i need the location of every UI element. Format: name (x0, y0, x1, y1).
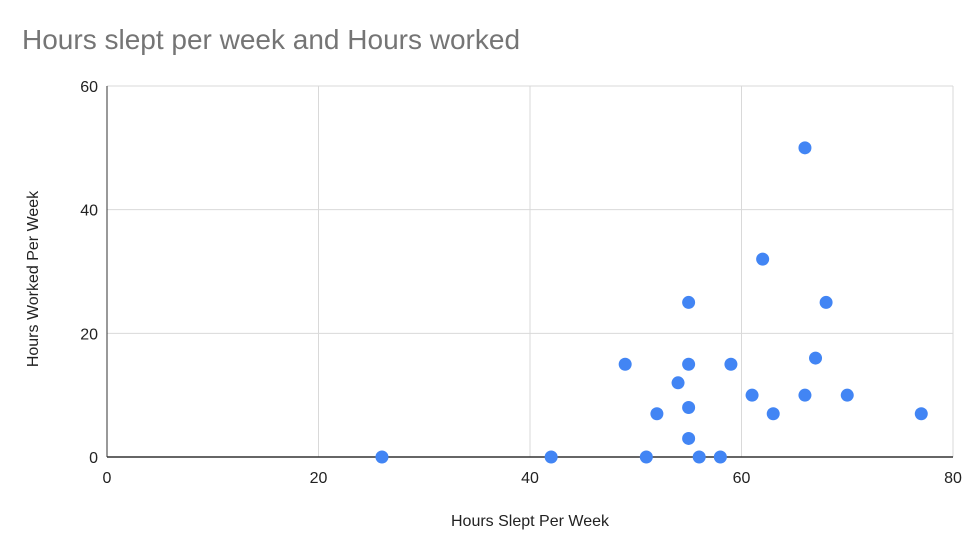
y-tick-label: 0 (89, 450, 98, 467)
y-tick-label: 20 (80, 326, 98, 343)
data-point (809, 351, 823, 365)
data-point (819, 295, 833, 309)
data-point (639, 450, 653, 464)
data-point (682, 357, 696, 371)
data-point (682, 295, 696, 309)
data-point (756, 252, 770, 266)
data-point (682, 401, 696, 415)
y-tick-label: 40 (80, 203, 98, 220)
tick-labels: 0 20 40 60 80 0 20 40 60 (80, 79, 962, 487)
data-point (798, 141, 812, 155)
data-point (682, 431, 696, 445)
data-point (375, 450, 389, 464)
x-tick-label: 20 (310, 470, 328, 487)
y-tick-label: 60 (80, 79, 98, 96)
data-point (713, 450, 727, 464)
x-tick-label: 60 (733, 470, 751, 487)
grid-lines (107, 85, 954, 457)
axes (106, 86, 953, 458)
data-point (914, 407, 928, 421)
x-tick-label: 80 (944, 470, 962, 487)
data-point (798, 388, 812, 402)
data-point (724, 357, 738, 371)
data-point (840, 388, 854, 402)
chart-title: Hours slept per week and Hours worked (22, 24, 521, 55)
data-point (544, 450, 558, 464)
x-tick-label: 0 (103, 470, 112, 487)
data-point (618, 357, 632, 371)
data-point (766, 407, 780, 421)
x-tick-label: 40 (521, 470, 539, 487)
data-point (671, 376, 685, 390)
x-axis-title: Hours Slept Per Week (451, 513, 610, 530)
data-point (692, 450, 706, 464)
data-point (745, 388, 759, 402)
data-points (375, 141, 928, 464)
data-point (650, 407, 664, 421)
y-axis-title: Hours Worked Per Week (25, 190, 42, 367)
